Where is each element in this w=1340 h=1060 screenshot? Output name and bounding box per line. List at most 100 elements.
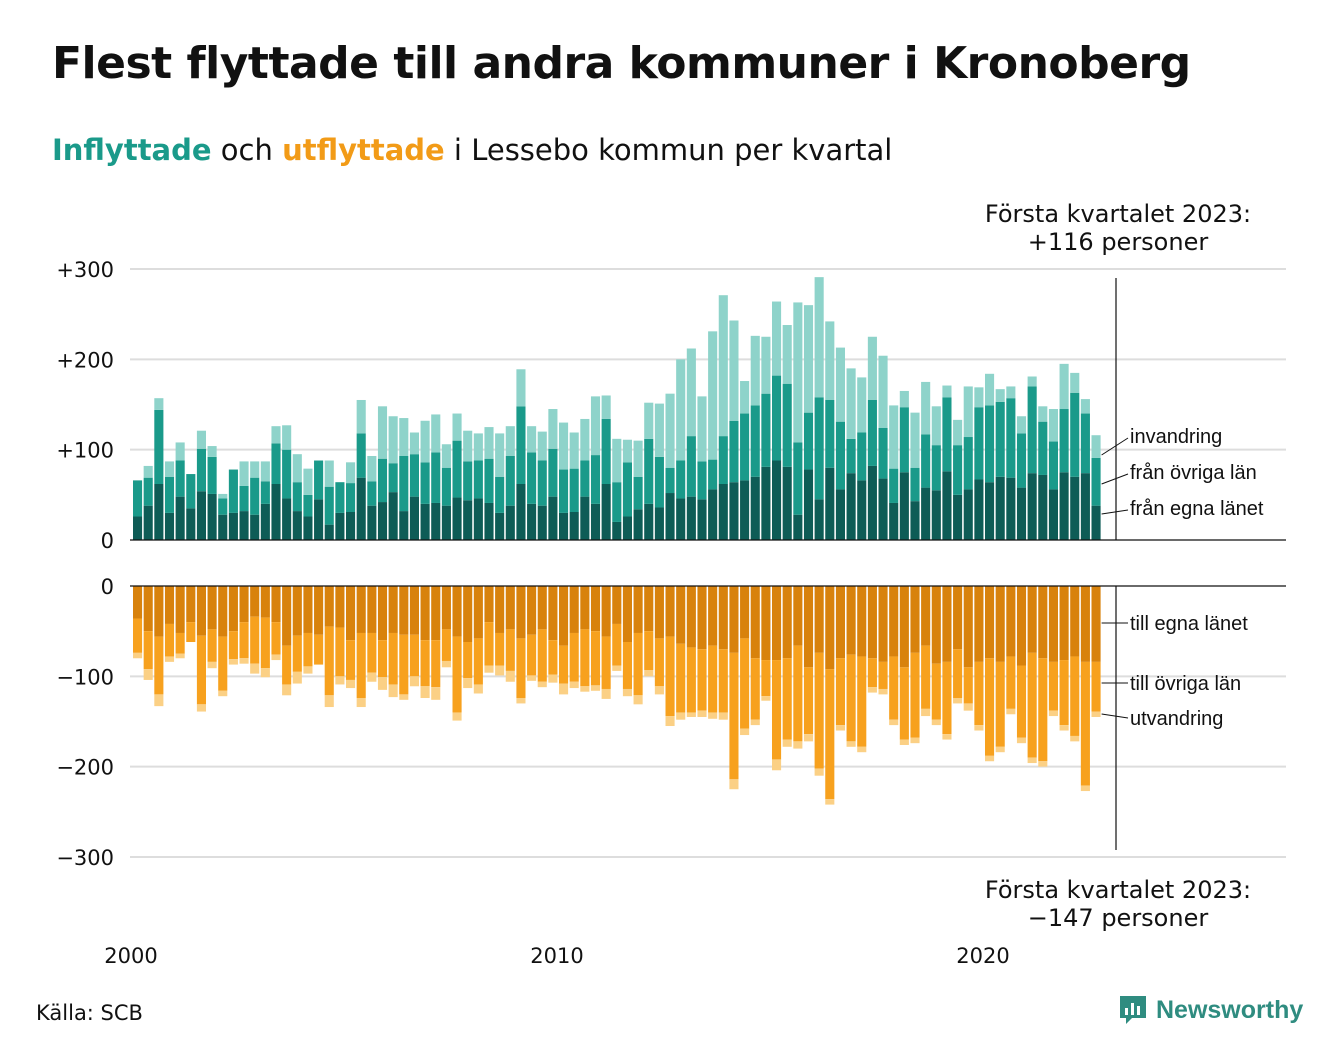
inflow-bar-segment (580, 496, 590, 540)
inflow-bar-segment (644, 438, 654, 504)
outflow-bar-segment (750, 658, 760, 720)
outflow-bar-segment (537, 629, 547, 682)
inflow-bar-segment (825, 399, 835, 468)
inflow-bar-segment (899, 390, 909, 408)
outflow-bar-segment (985, 755, 995, 762)
inflow-bar-segment (452, 497, 462, 540)
inflow-bar-segment (1070, 372, 1080, 393)
inflow-bar-segment (516, 483, 526, 540)
inflow-bar-segment (718, 295, 728, 437)
inflow-bar-segment (463, 430, 473, 462)
outflow-bar-segment (963, 703, 973, 711)
outflow-bar-segment (1091, 586, 1101, 662)
inflow-bar-segment (569, 432, 579, 469)
inflow-bar-segment (527, 503, 537, 540)
inflow-bar-segment (1091, 505, 1101, 540)
inflow-bar-segment (484, 458, 494, 503)
outflow-bar-segment (654, 586, 664, 639)
outflow-bar-segment (878, 661, 888, 689)
outflow-bar-segment (878, 688, 888, 695)
outflow-bar-segment (889, 656, 899, 720)
inflow-bar-segment (729, 482, 739, 540)
inflow-bar-segment (314, 499, 324, 540)
outflow-bar-segment (473, 586, 483, 639)
inflow-bar-segment (921, 381, 931, 435)
inflow-bar-segment (1016, 416, 1027, 434)
inflow-bar-segment (889, 405, 899, 469)
inflow-bar-segment (697, 499, 707, 540)
inflow-bar-segment (505, 455, 515, 506)
inflow-bar-segment (708, 459, 718, 490)
inflow-bar-segment (175, 442, 185, 461)
x-tick-label: 2000 (104, 944, 157, 968)
inflow-bar-segment (590, 503, 601, 540)
outflow-bar-segment (1048, 710, 1058, 717)
inflow-bar-segment (750, 405, 760, 477)
outflow-bar-segment (921, 645, 931, 709)
inflow-bar-segment (303, 516, 313, 540)
outflow-bar-segment (995, 586, 1005, 662)
outflow-bar-segment (1027, 757, 1037, 764)
outflow-bar-segment (1080, 661, 1090, 786)
inflow-bar-segment (409, 432, 419, 455)
outflow-bar-segment (548, 586, 558, 641)
outflow-bar-segment (133, 652, 143, 659)
inflow-bar-segment (633, 476, 643, 510)
y-tick-label-outflow: 0 (101, 575, 114, 599)
inflow-bar-segment (452, 440, 462, 498)
inflow-bar-segment (367, 455, 377, 482)
outflow-bar-segment (867, 687, 877, 693)
outflow-bar-segment (814, 586, 824, 653)
outflow-bar-segment (1027, 652, 1037, 758)
outflow-bar-segment (697, 649, 707, 711)
inflow-bar-segment (1048, 409, 1058, 442)
inflow-bar-segment (644, 402, 654, 439)
outflow-bar-segment (133, 586, 143, 619)
outflow-bar-segment (431, 586, 441, 641)
outflow-bar-segment (910, 737, 920, 744)
inflow-bar-segment (484, 502, 494, 540)
outflow-bar-segment (228, 659, 238, 665)
outflow-bar-segment (228, 586, 238, 632)
inflow-bar-segment (228, 512, 238, 540)
inflow-bar-segment (186, 508, 196, 540)
inflow-bar-segment (1038, 474, 1048, 540)
inflow-bar-segment (218, 498, 228, 515)
inflow-bar-segment (665, 493, 675, 540)
outflow-bar-segment (963, 667, 973, 704)
outflow-bar-segment (803, 586, 814, 668)
inflow-bar-segment (953, 419, 963, 446)
outflow-segment-label: till övriga län (1130, 673, 1241, 695)
outflow-bar-segment (1016, 665, 1027, 738)
outflow-bar-segment (1038, 586, 1048, 659)
outflow-bars (133, 586, 1101, 805)
inflow-bar-segment (346, 462, 356, 484)
inflow-bar-segment (228, 469, 238, 513)
outflow-bar-segment (590, 685, 601, 691)
outflow-bar-segment (793, 741, 803, 749)
inflow-bar-segment (537, 505, 547, 540)
chart-title: Flest flyttade till andra kommuner i Kro… (52, 38, 1191, 89)
inflow-bar-segment (409, 454, 419, 497)
outflow-bar-segment (761, 696, 771, 701)
inflow-bar-segment (143, 505, 153, 540)
outflow-bar-segment (548, 640, 558, 675)
outflow-bar-segment (963, 586, 973, 668)
inflow-bar-segment (537, 431, 547, 461)
outflow-bar-segment (857, 746, 867, 753)
outflow-bar-segment (782, 739, 792, 747)
outflow-bar-segment (484, 586, 494, 623)
outflow-bar-segment (729, 779, 739, 790)
outflow-bar-segment (580, 629, 590, 687)
inflow-bar-segment (250, 477, 260, 515)
y-tick-label-inflow: +300 (56, 258, 114, 282)
inflow-bar-segment (463, 500, 473, 540)
inflow-bar-segment (495, 476, 505, 513)
outflow-bar-segment (921, 708, 931, 717)
outflow-bar-segment (324, 626, 334, 696)
inflow-bar-segment (1059, 363, 1069, 410)
inflow-bar-segment (825, 467, 835, 540)
outflow-bar-segment (399, 634, 409, 695)
outflow-bar-segment (164, 586, 175, 624)
outflow-bar-segment (239, 586, 249, 623)
